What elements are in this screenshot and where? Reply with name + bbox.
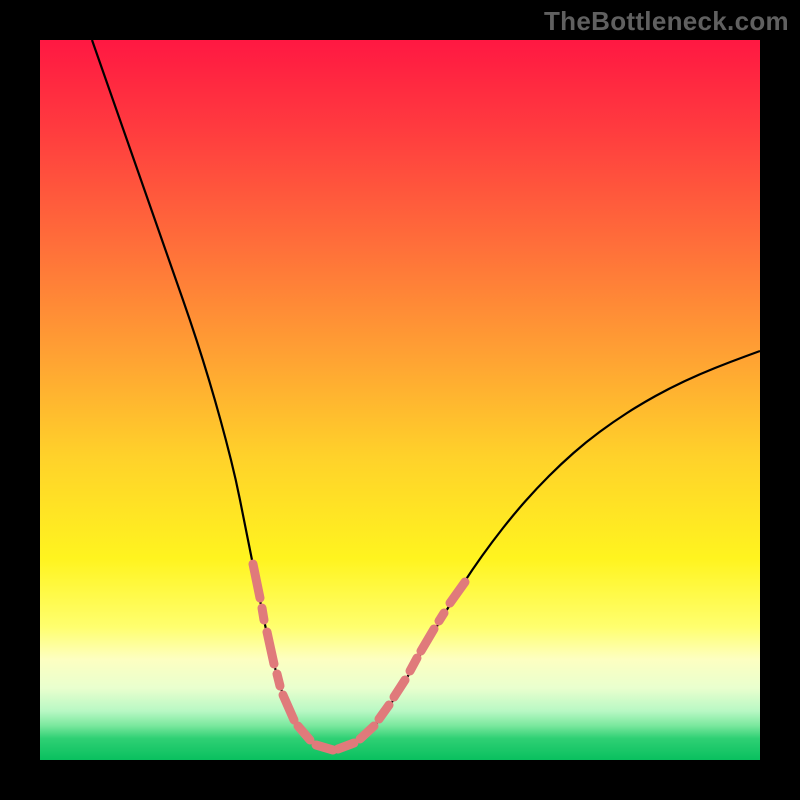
gradient-background — [40, 40, 760, 760]
chart-svg — [40, 40, 760, 760]
dash-segment — [316, 745, 333, 750]
dash-segment — [439, 613, 444, 621]
dash-segment — [277, 674, 280, 686]
dash-segment — [262, 608, 264, 620]
dash-segment — [338, 743, 354, 749]
dash-segment — [410, 658, 417, 671]
watermark-text: TheBottleneck.com — [544, 6, 789, 37]
plot-area — [40, 40, 760, 760]
